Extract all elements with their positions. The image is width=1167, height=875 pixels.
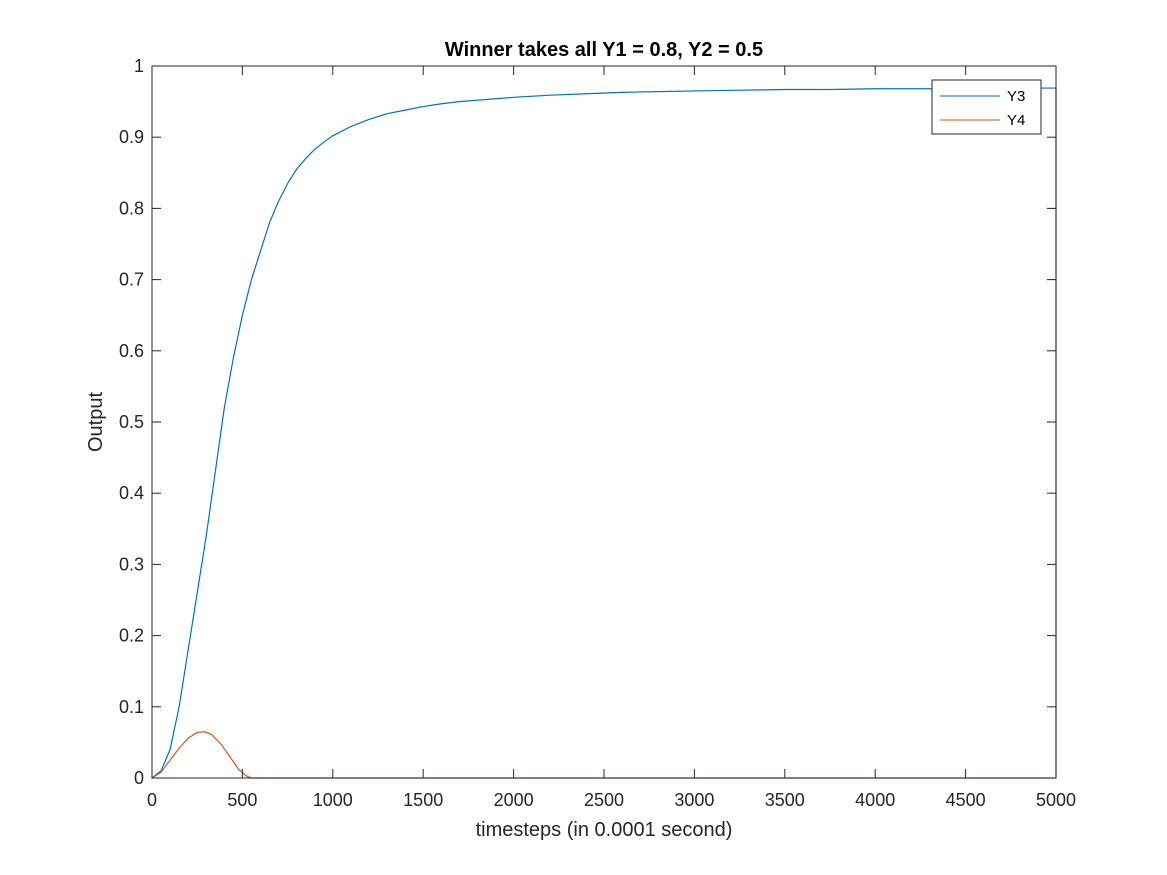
x-axis-label: timesteps (in 0.0001 second) — [476, 819, 733, 841]
y-tick-label: 1 — [134, 56, 144, 76]
y-tick-label: 0.6 — [119, 341, 144, 361]
plot-background — [152, 66, 1056, 778]
series-line-y3 — [151, 87, 1057, 779]
x-tick-label: 500 — [227, 790, 257, 810]
y-tick-label: 0.9 — [119, 127, 144, 147]
x-tick-label: 2000 — [494, 790, 534, 810]
legend-label-y4: Y4 — [1007, 112, 1025, 129]
y-tick-label: 0.8 — [119, 198, 144, 218]
y-tick-label: 0 — [134, 768, 144, 788]
y-tick-label: 0.1 — [119, 697, 144, 717]
x-tick-label: 3500 — [765, 790, 805, 810]
x-tick-label: 1500 — [403, 790, 443, 810]
ticks-group: 0 500 1000 1500 2000 2500 3000 3500 4000 4500 5000… — [119, 56, 1076, 810]
legend: Y3 Y4 — [931, 79, 1042, 135]
y-axis-label: Output — [85, 392, 107, 452]
x-tick-label: 4000 — [855, 790, 895, 810]
x-tick-label: 2500 — [584, 790, 624, 810]
legend-label-y3: Y3 — [1007, 88, 1025, 105]
y-tick-label: 0.3 — [119, 554, 144, 574]
legend-box — [931, 79, 1042, 135]
y-tick-label: 0.2 — [119, 626, 144, 646]
y-tick-label: 0.5 — [119, 412, 144, 432]
y-tick-label: 0.7 — [119, 270, 144, 290]
x-tick-label: 1000 — [313, 790, 353, 810]
x-tick-label: 4500 — [946, 790, 986, 810]
x-tick-label: 5000 — [1036, 790, 1076, 810]
y-tick-label: 0.4 — [119, 483, 144, 503]
chart-title: Winner takes all Y1 = 0.8, Y2 = 0.5 — [445, 39, 763, 61]
x-tick-label: 0 — [147, 790, 157, 810]
x-tick-label: 3000 — [674, 790, 714, 810]
